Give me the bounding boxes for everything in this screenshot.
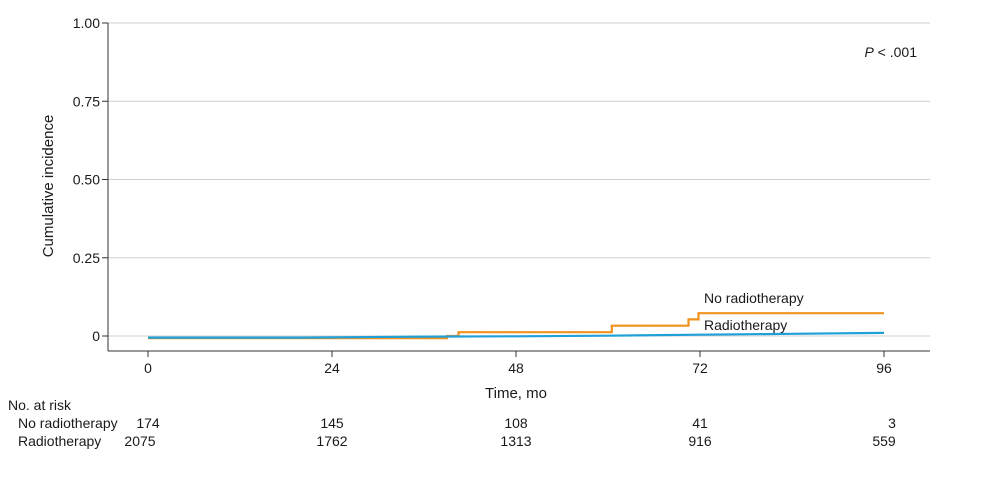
series-lines — [148, 312, 885, 340]
risk-value-row1-col4: 559 — [872, 433, 896, 449]
risk-value-row1-col0: 2075 — [124, 433, 155, 449]
risk-value-row1-col1: 1762 — [316, 433, 347, 449]
y-tick-label-0: 0 — [92, 328, 100, 344]
y-axis-title: Cumulative incidence — [40, 115, 57, 258]
y-tick-label-2: 0.50 — [73, 172, 100, 188]
risk-table-values: 174 145 108 41 3 2075 1762 1313 916 559 — [124, 415, 896, 449]
y-tick-label-4: 1.00 — [73, 15, 100, 31]
risk-value-row0-col2: 108 — [504, 415, 528, 431]
x-axis-title: Time, mo — [485, 385, 547, 402]
risk-value-row0-col1: 145 — [320, 415, 344, 431]
risk-value-row1-col2: 1313 — [500, 433, 531, 449]
x-tick-label-4: 96 — [876, 360, 892, 376]
series-line-radiotherapy — [148, 331, 885, 339]
x-tick-label-0: 0 — [144, 360, 152, 376]
risk-table-title: No. at risk — [8, 397, 72, 413]
x-tick-label-1: 24 — [324, 360, 340, 376]
axes: 0 0.25 0.50 0.75 1.00 0 24 48 72 96 — [73, 15, 930, 376]
series-label-radiotherapy: Radiotherapy — [704, 317, 787, 333]
series-label-no-radiotherapy: No radiotherapy — [704, 290, 804, 306]
p-value-text: < .001 — [874, 44, 917, 60]
y-tick-label-3: 0.75 — [73, 93, 100, 109]
x-tick-label-2: 48 — [508, 360, 524, 376]
x-tick-label-3: 72 — [692, 360, 708, 376]
risk-value-row0-col4: 3 — [888, 415, 896, 431]
p-value-annotation: P < .001 — [864, 44, 917, 60]
risk-row-label-no-radiotherapy: No radiotherapy — [18, 415, 118, 431]
risk-value-row0-col0: 174 — [136, 415, 160, 431]
risk-value-row1-col3: 916 — [688, 433, 712, 449]
gridlines — [108, 22, 930, 337]
risk-row-label-radiotherapy: Radiotherapy — [18, 433, 101, 449]
risk-value-row0-col3: 41 — [692, 415, 708, 431]
p-value-prefix: P — [864, 44, 874, 60]
y-tick-label-1: 0.25 — [73, 250, 100, 266]
